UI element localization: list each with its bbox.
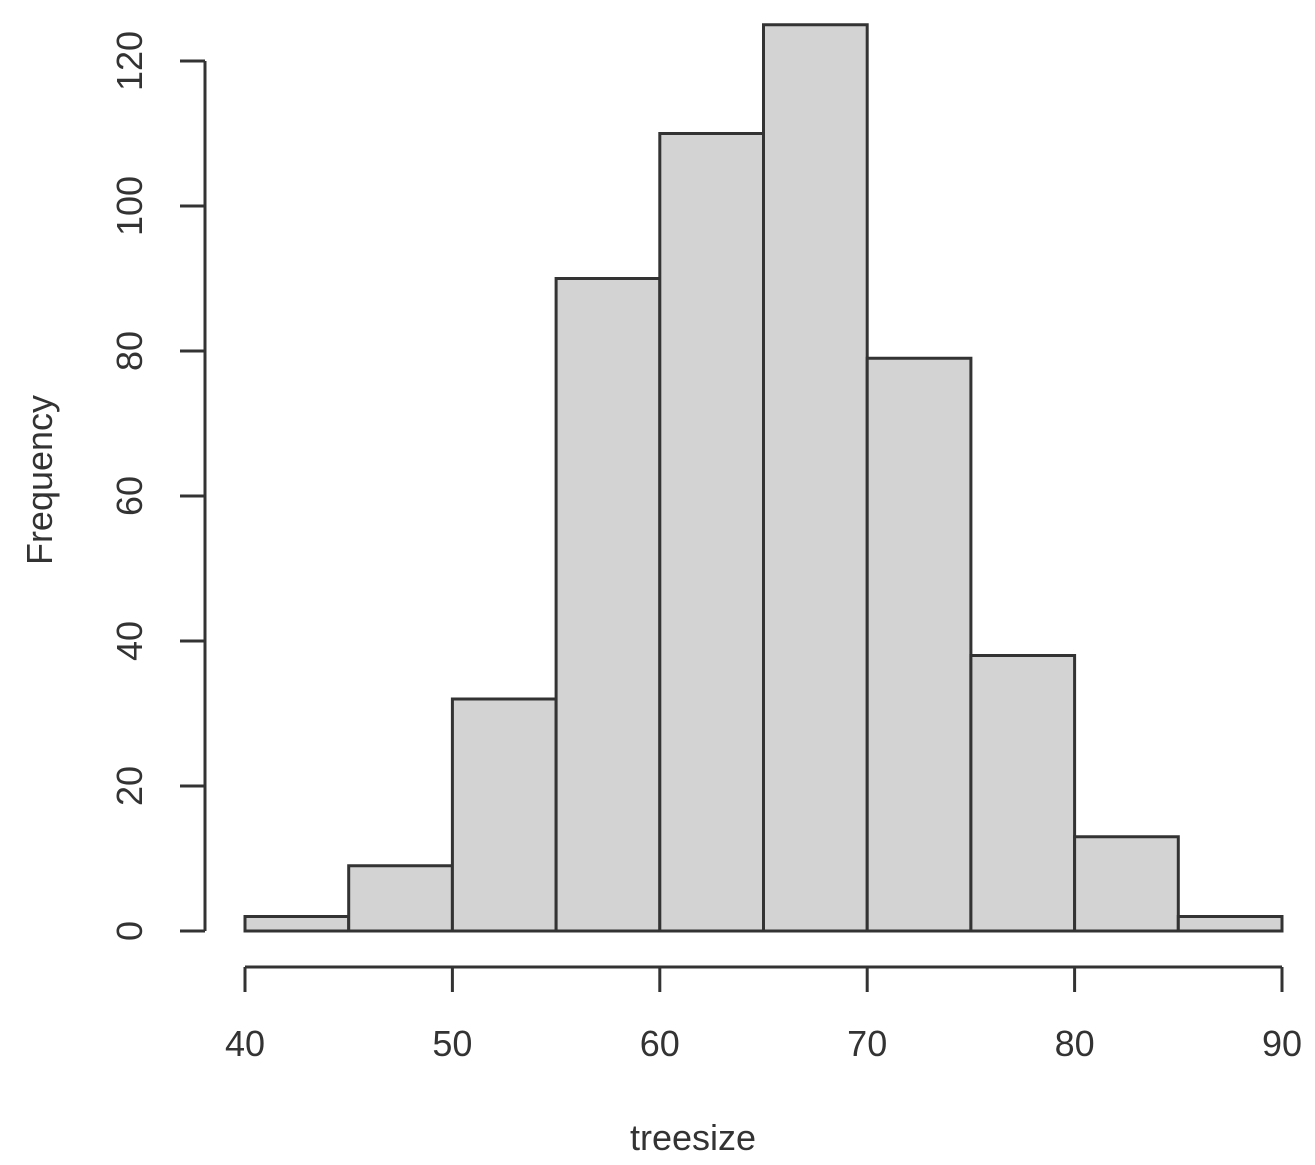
histogram-bar-80-85 [1073,835,1180,933]
y-tick-label-20: 20 [109,766,150,806]
y-axis-label: Frequency [19,395,60,565]
histogram-bars [243,23,1284,933]
y-tick-label-0: 0 [109,921,150,941]
histogram-bar-55-60 [554,277,662,933]
histogram-bar-75-80 [969,654,1077,933]
y-tick-label-40: 40 [109,621,150,661]
histogram-bar-85-90 [1176,915,1284,933]
histogram-bar-65-70 [762,23,869,933]
y-tick-label-60: 60 [109,476,150,516]
y-tick-label-80: 80 [109,331,150,371]
x-tick-label-60: 60 [640,1023,680,1064]
x-axis: 40 50 60 70 80 90 [225,965,1302,1064]
x-tick-label-80: 80 [1055,1023,1095,1064]
x-tick-label-50: 50 [432,1023,472,1064]
histogram-bar-50-55 [450,697,558,933]
histogram-bar-45-50 [347,864,454,933]
histogram-bar-60-65 [658,132,765,933]
histogram-bar-70-75 [865,356,973,933]
y-axis: 0 20 40 60 80 100 120 [109,31,207,941]
x-axis-label: treesize [630,1117,756,1158]
x-tick-label-70: 70 [847,1023,887,1064]
histogram-bar-40-45 [243,915,351,933]
y-tick-label-120: 120 [109,31,150,91]
x-tick-label-40: 40 [225,1023,265,1064]
x-tick-label-90: 90 [1262,1023,1302,1064]
y-tick-label-100: 100 [109,176,150,236]
